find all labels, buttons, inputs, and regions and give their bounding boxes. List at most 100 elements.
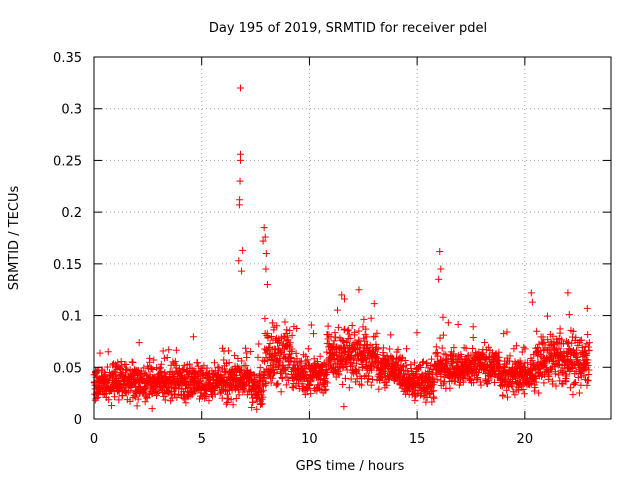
data-point: [422, 360, 430, 368]
data-point: [386, 345, 394, 353]
y-tick-label: 0.2: [61, 206, 82, 221]
data-point: [238, 357, 246, 365]
data-point: [533, 327, 541, 335]
data-point: [265, 343, 273, 351]
data-point: [370, 300, 378, 308]
data-point: [577, 369, 585, 377]
data-point: [575, 389, 583, 397]
data-point: [150, 356, 158, 364]
data-point: [437, 265, 445, 273]
data-point: [303, 371, 311, 379]
data-point: [458, 353, 466, 361]
data-point: [286, 327, 294, 335]
data-point: [256, 372, 264, 380]
data-point: [565, 311, 573, 319]
data-point: [224, 347, 232, 355]
data-point: [358, 381, 366, 389]
y-axis-label: SRMTID / TECUs: [7, 186, 22, 291]
data-point: [236, 156, 244, 164]
data-point: [154, 388, 162, 396]
data-point: [387, 331, 395, 339]
data-point: [361, 354, 369, 362]
data-point: [156, 364, 164, 372]
data-point: [553, 339, 561, 347]
data-point: [370, 362, 378, 370]
data-point: [231, 352, 239, 360]
data-point: [278, 375, 286, 383]
data-point: [371, 332, 379, 340]
data-point: [261, 315, 269, 323]
data-point: [535, 365, 543, 373]
data-point: [307, 378, 315, 386]
data-point: [268, 374, 276, 382]
data-point: [255, 340, 263, 348]
data-point: [335, 371, 343, 379]
data-point: [307, 390, 315, 398]
data-point: [373, 351, 381, 359]
data-point: [368, 366, 376, 374]
data-point: [253, 405, 261, 413]
data-point: [341, 374, 349, 382]
data-point: [460, 371, 468, 379]
data-point: [574, 341, 582, 349]
data-point: [133, 402, 141, 410]
data-point: [355, 286, 363, 294]
data-point: [223, 399, 231, 407]
data-point: [564, 340, 572, 348]
data-point: [222, 369, 230, 377]
data-point: [365, 372, 373, 380]
data-point: [495, 364, 503, 372]
data-point: [101, 371, 109, 379]
data-points: [90, 84, 593, 413]
data-point: [503, 386, 511, 394]
data-point: [367, 314, 375, 322]
data-point: [227, 396, 235, 404]
data-point: [374, 345, 382, 353]
data-point: [134, 395, 142, 403]
data-point: [401, 357, 409, 365]
data-point: [236, 177, 244, 185]
data-point: [235, 257, 243, 265]
data-point: [435, 275, 443, 283]
data-point: [582, 365, 590, 373]
data-point: [485, 343, 493, 351]
data-point: [411, 359, 419, 367]
data-point: [400, 370, 408, 378]
data-point: [165, 383, 173, 391]
data-point: [288, 331, 296, 339]
data-point: [323, 379, 331, 387]
data-point: [467, 375, 475, 383]
data-point: [137, 376, 145, 384]
data-point: [520, 343, 528, 351]
data-point: [469, 323, 477, 331]
data-point: [282, 370, 290, 378]
data-point: [469, 344, 477, 352]
data-point: [222, 400, 230, 408]
data-point: [562, 378, 570, 386]
data-point: [543, 312, 551, 320]
data-point: [481, 338, 489, 346]
data-point: [229, 401, 237, 409]
data-point: [580, 371, 588, 379]
data-point: [146, 354, 154, 362]
data-point: [563, 352, 571, 360]
data-point: [515, 386, 523, 394]
data-point: [339, 381, 347, 389]
data-point: [585, 347, 593, 355]
data-point: [569, 391, 577, 399]
data-point: [304, 345, 312, 353]
data-point: [439, 313, 447, 321]
data-point: [263, 329, 271, 337]
data-point: [256, 364, 264, 372]
data-point: [287, 353, 295, 361]
data-point: [218, 394, 226, 402]
data-point: [236, 84, 244, 92]
data-point: [262, 250, 270, 258]
data-point: [201, 394, 209, 402]
data-point: [235, 201, 243, 209]
data-point: [569, 327, 577, 335]
data-point: [346, 334, 354, 342]
x-axis-label: GPS time / hours: [296, 459, 405, 474]
data-point: [210, 359, 218, 367]
